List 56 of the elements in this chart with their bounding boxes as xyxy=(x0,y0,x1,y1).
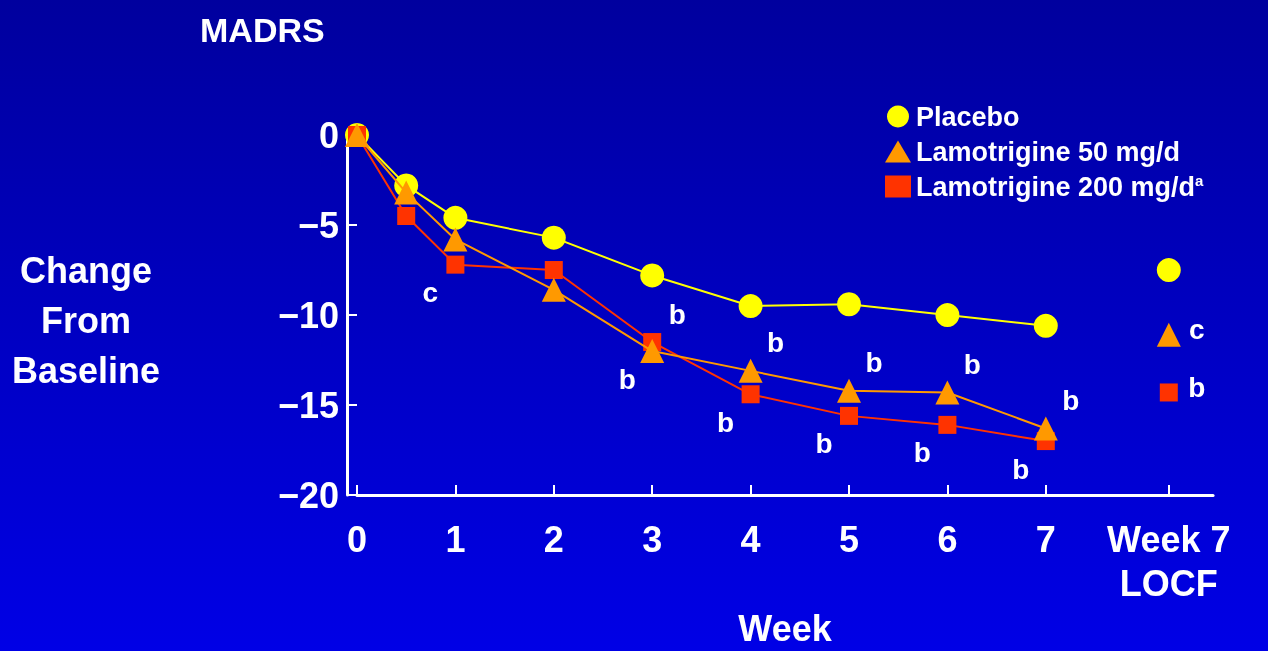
point xyxy=(544,261,563,280)
point xyxy=(640,339,665,364)
x-axis-title: Week xyxy=(738,607,833,649)
x-tick-label: 1 xyxy=(445,518,466,560)
annotation: c xyxy=(422,277,439,309)
y-tick-label: −5 xyxy=(297,204,339,246)
y-tick-label: 0 xyxy=(318,114,339,156)
x-tick-label: Week 7 LOCF xyxy=(1107,518,1231,604)
annotation: b xyxy=(913,437,931,469)
point xyxy=(738,358,763,383)
y-tick-label: −10 xyxy=(277,294,339,336)
point xyxy=(837,292,861,317)
point xyxy=(837,378,861,403)
point xyxy=(397,207,416,226)
point xyxy=(446,255,465,274)
y-tick-label: −15 xyxy=(277,384,339,426)
point xyxy=(1033,416,1058,441)
point xyxy=(443,205,468,230)
annotation: b xyxy=(668,298,686,330)
x-tick-label: 7 xyxy=(1035,518,1056,560)
point xyxy=(938,415,957,434)
x-tick-label: 2 xyxy=(543,518,564,560)
point xyxy=(640,263,665,288)
point xyxy=(443,227,468,252)
point xyxy=(741,385,760,404)
annotation: b xyxy=(815,428,833,460)
point xyxy=(935,380,960,405)
chart-title: MADRS xyxy=(200,11,325,49)
point xyxy=(738,294,763,319)
x-tick-label: 3 xyxy=(642,518,663,560)
x-tick-label: 0 xyxy=(346,518,368,560)
point xyxy=(1159,383,1178,402)
legend-label: Lamotrigine 50 mg/d xyxy=(916,136,1181,167)
point xyxy=(840,406,858,425)
point xyxy=(541,277,566,302)
annotation: b xyxy=(717,406,735,438)
point xyxy=(1156,322,1181,347)
point xyxy=(1033,313,1058,338)
annotation: b xyxy=(963,348,981,380)
point xyxy=(394,180,419,205)
x-tick-label: 6 xyxy=(937,518,958,560)
annotation: b xyxy=(767,327,785,359)
annotation: c xyxy=(1189,314,1205,346)
annotation: b xyxy=(618,363,636,395)
point xyxy=(541,225,566,250)
y-tick-label: −20 xyxy=(277,474,339,516)
annotation: b xyxy=(1012,453,1030,485)
annotation: b xyxy=(1062,384,1080,416)
x-tick-label: 5 xyxy=(838,518,860,560)
point xyxy=(935,303,960,328)
annotation: b xyxy=(865,347,883,379)
annotation: b xyxy=(1188,371,1206,403)
x-tick-label: 4 xyxy=(740,518,761,560)
legend-label: Placebo xyxy=(916,101,1020,132)
y-axis-title: Change From Baseline xyxy=(12,249,161,391)
point xyxy=(1156,258,1181,283)
